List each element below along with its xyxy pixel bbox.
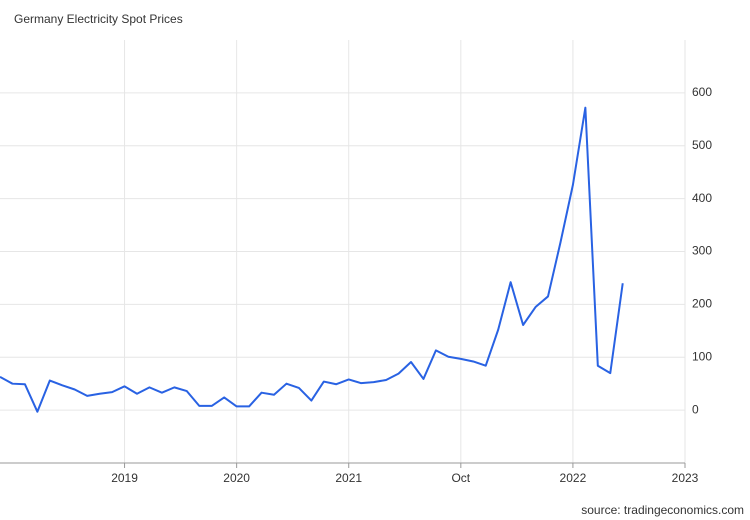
y-tick-label: 400 <box>692 191 712 205</box>
y-tick-label: 0 <box>692 402 699 416</box>
y-tick-label: 500 <box>692 138 712 152</box>
x-tick-label: Oct <box>451 471 470 485</box>
chart-title: Germany Electricity Spot Prices <box>14 12 183 26</box>
y-tick-label: 300 <box>692 244 712 258</box>
y-tick-label: 100 <box>692 349 712 363</box>
y-tick-label: 600 <box>692 85 712 99</box>
x-tick-label: 2023 <box>672 471 699 485</box>
source: source: tradingeconomics.com <box>581 503 744 517</box>
x-tick-label: 2020 <box>223 471 250 485</box>
series-line <box>0 106 624 413</box>
x-tick-label: 2021 <box>335 471 362 485</box>
y-tick-label: 200 <box>692 297 712 311</box>
x-tick-label: 2022 <box>560 471 587 485</box>
x-tick-label: 2019 <box>111 471 138 485</box>
